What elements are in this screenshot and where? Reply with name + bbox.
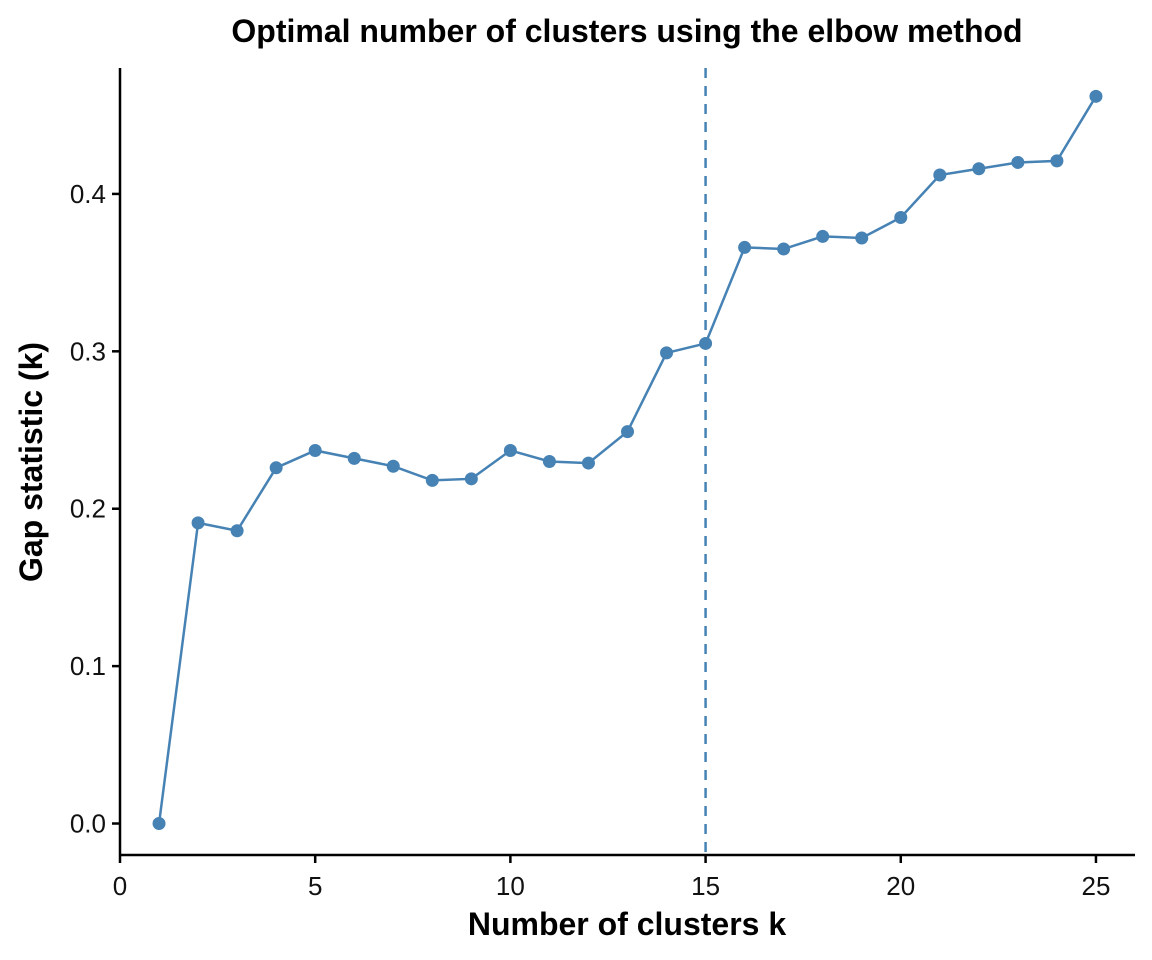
- data-point: [347, 451, 361, 465]
- data-point: [386, 459, 400, 473]
- data-point: [1050, 154, 1064, 168]
- data-point: [464, 472, 478, 486]
- data-point: [933, 168, 947, 182]
- data-point: [699, 336, 713, 350]
- x-tick-label: 10: [496, 871, 525, 901]
- data-point: [660, 346, 674, 360]
- y-tick-label: 0.1: [70, 651, 106, 681]
- data-point: [894, 211, 908, 225]
- x-tick-label: 0: [113, 871, 127, 901]
- data-point: [152, 817, 166, 831]
- data-point: [425, 473, 439, 487]
- y-axis-ticks: 0.0 0.1 0.2 0.3 0.4: [70, 179, 120, 839]
- gap-statistic-line: [157, 95, 1098, 824]
- y-tick-label: 0.0: [70, 809, 106, 839]
- y-tick-label: 0.3: [70, 336, 106, 366]
- data-point: [777, 242, 791, 256]
- data-point: [308, 443, 322, 457]
- data-points: [152, 89, 1103, 831]
- data-point: [230, 524, 244, 538]
- y-axis-title: Gap statistic (k): [13, 342, 49, 582]
- y-tick-label: 0.4: [70, 179, 106, 209]
- x-tick-label: 25: [1082, 871, 1111, 901]
- data-point: [503, 443, 517, 457]
- data-point: [816, 229, 830, 243]
- x-tick-label: 5: [308, 871, 322, 901]
- plot-area: [152, 68, 1103, 855]
- data-point: [621, 425, 634, 439]
- x-tick-label: 15: [691, 871, 720, 901]
- data-point: [269, 461, 283, 475]
- x-axis-ticks: 0 5 10 15 20 25: [113, 855, 1111, 901]
- data-point: [542, 455, 556, 468]
- y-tick-label: 0.2: [70, 494, 106, 524]
- data-point: [972, 162, 986, 176]
- data-point: [191, 516, 205, 530]
- chart-title: Optimal number of clusters using the elb…: [231, 13, 1022, 49]
- data-point: [855, 231, 869, 245]
- data-point: [581, 456, 595, 470]
- data-point: [1089, 89, 1103, 103]
- data-point: [738, 240, 752, 254]
- x-tick-label: 20: [886, 871, 915, 901]
- x-axis-title: Number of clusters k: [468, 906, 787, 942]
- data-point: [1011, 155, 1025, 169]
